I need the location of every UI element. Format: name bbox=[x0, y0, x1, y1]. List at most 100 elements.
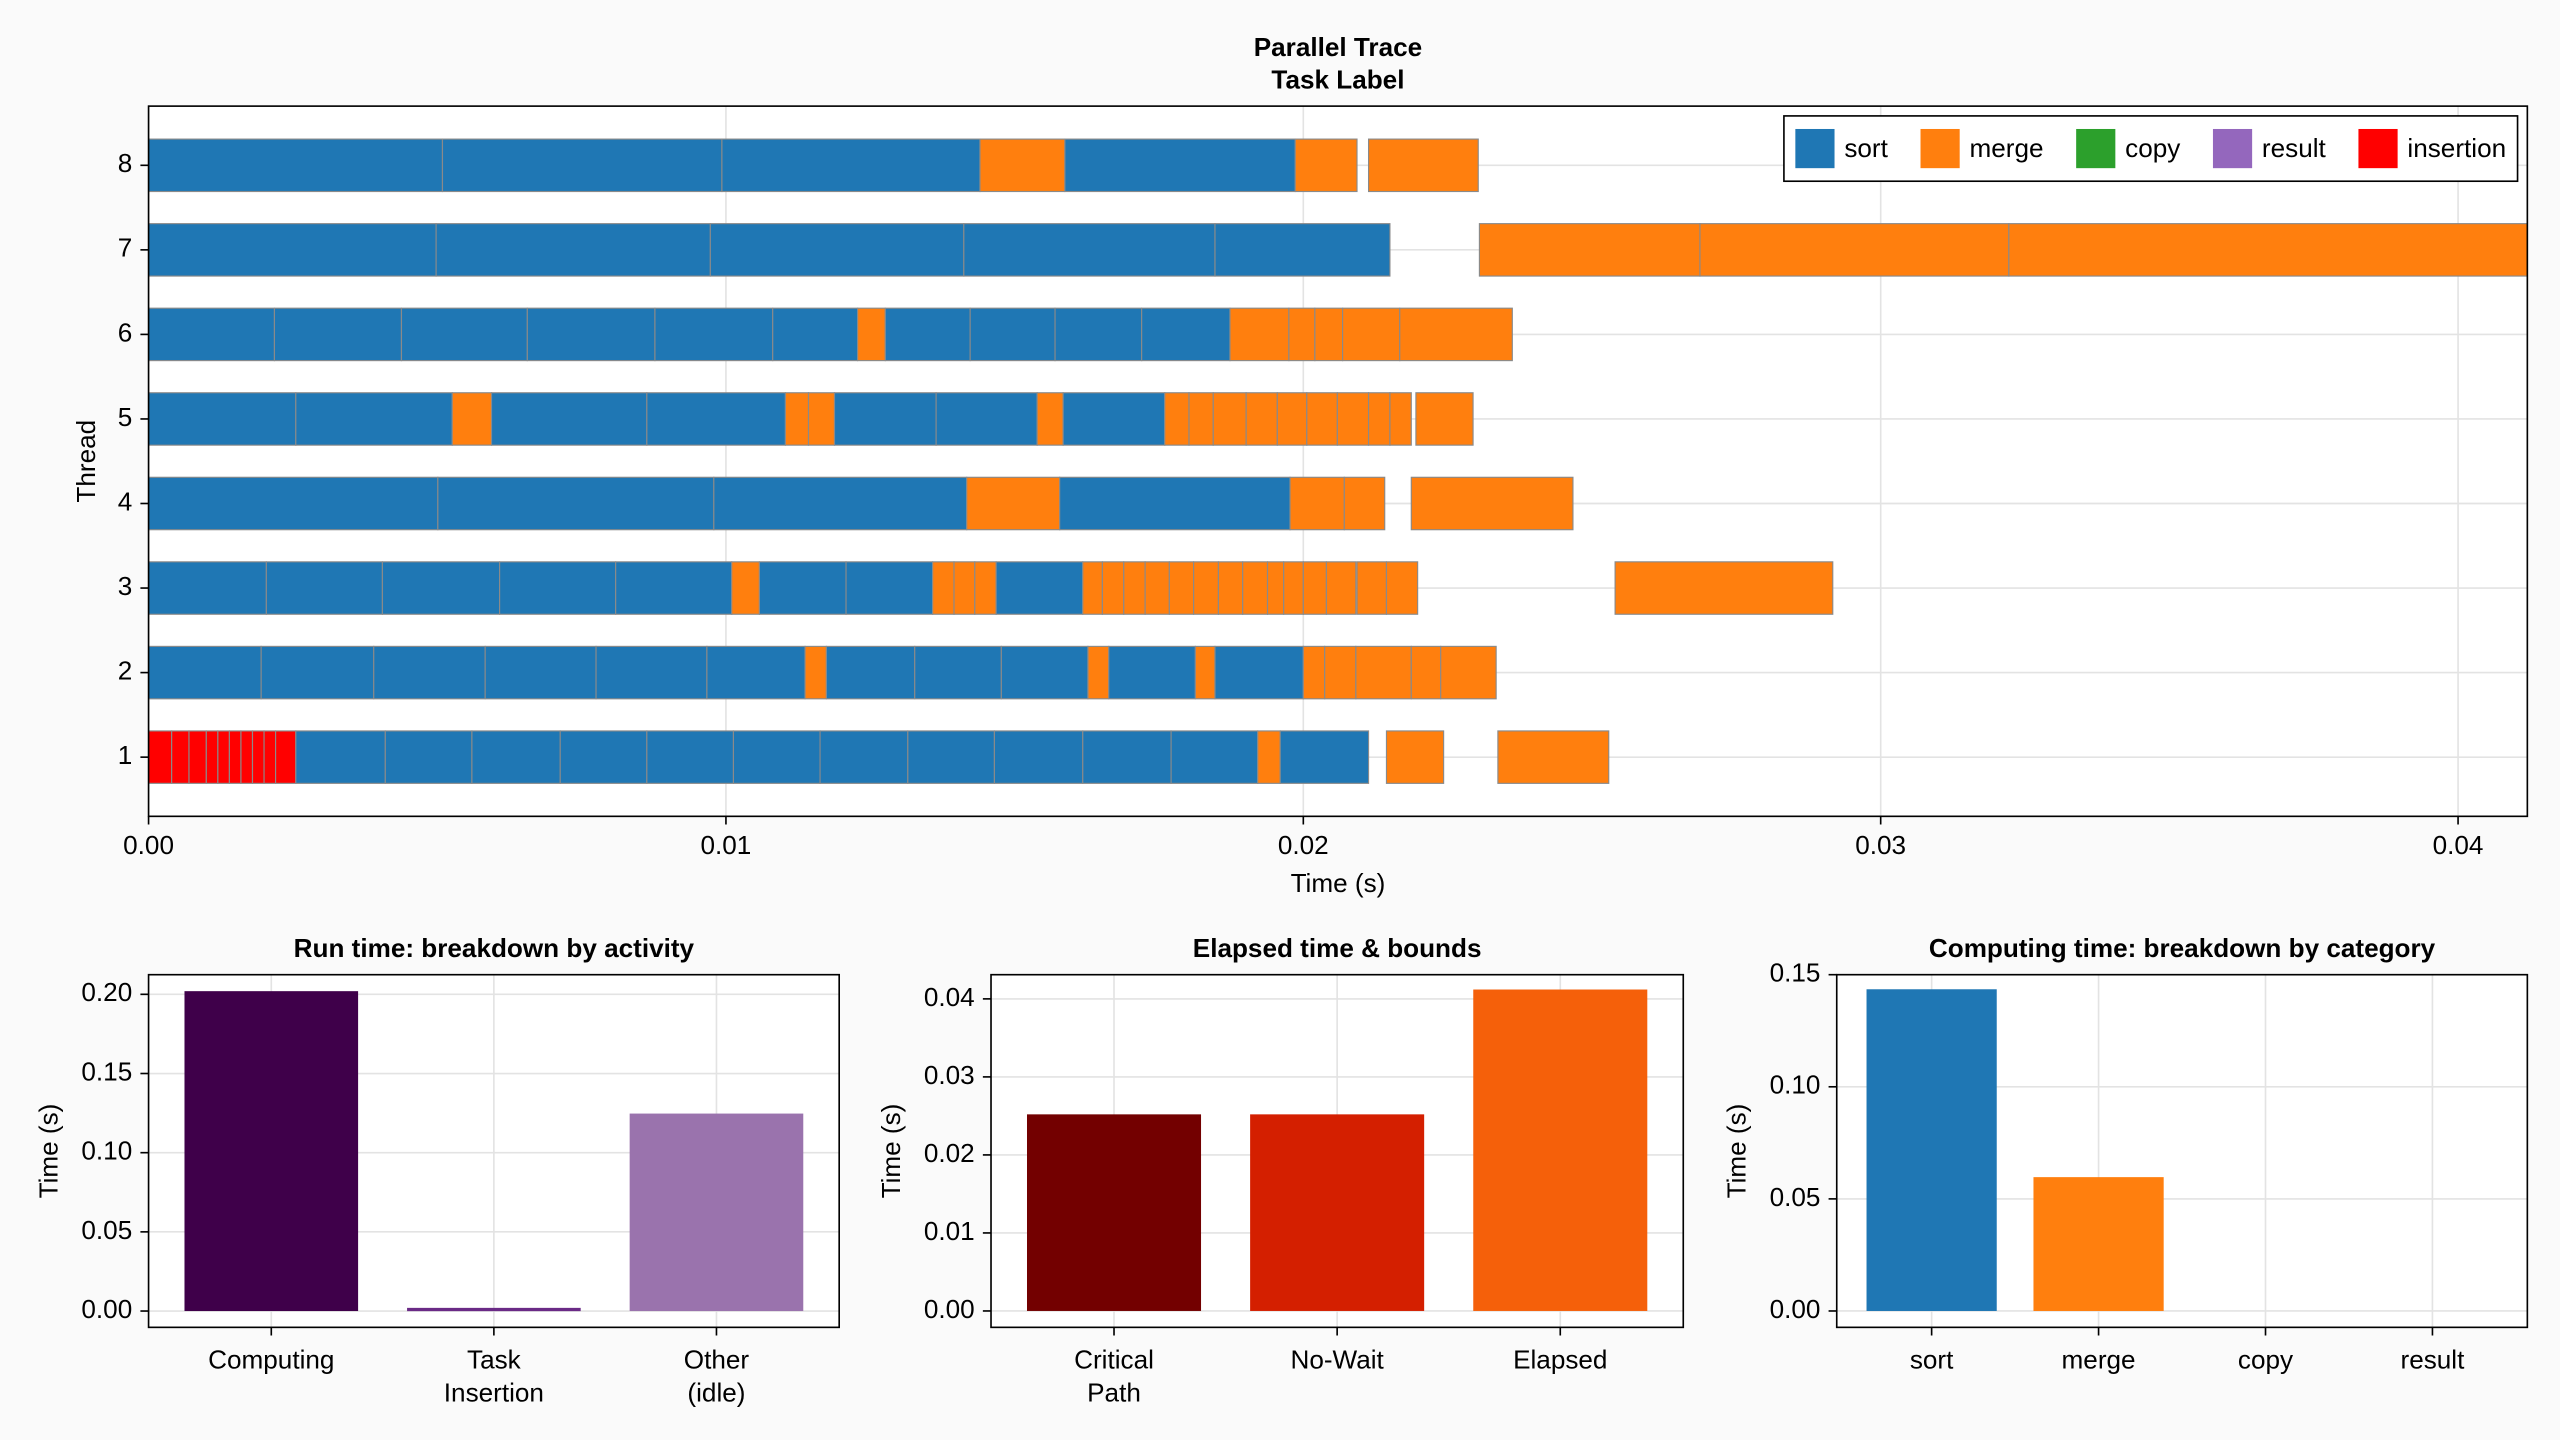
legend-label: copy bbox=[2125, 133, 2180, 163]
y-tick-label: 0.05 bbox=[1770, 1182, 1821, 1212]
task-bar bbox=[1059, 476, 1291, 531]
task-bar bbox=[295, 392, 453, 446]
task-bar bbox=[1062, 392, 1166, 446]
task-bar bbox=[1217, 561, 1244, 615]
y-tick-label: 7 bbox=[118, 233, 133, 263]
task-bar bbox=[646, 730, 735, 784]
task-bar bbox=[437, 476, 715, 531]
task-bars bbox=[148, 138, 2528, 784]
task-bar bbox=[1082, 561, 1103, 615]
x-tick-label: 0.04 bbox=[2433, 830, 2484, 860]
task-bar bbox=[1410, 476, 1574, 531]
task-bar bbox=[1355, 645, 1412, 700]
task-bar bbox=[995, 561, 1084, 615]
y-tick-label: 5 bbox=[118, 402, 133, 432]
task-bar bbox=[1000, 645, 1089, 700]
legend-swatch bbox=[2076, 128, 2116, 169]
y-tick-label: 0.20 bbox=[81, 977, 132, 1007]
task-bar bbox=[713, 476, 968, 531]
legend-swatch bbox=[2358, 128, 2398, 169]
task-bar bbox=[441, 138, 723, 193]
x-tick-label: Critical Path bbox=[1074, 1345, 1154, 1408]
task-bar bbox=[857, 307, 886, 362]
x-tick-label: 0.02 bbox=[1278, 830, 1329, 860]
task-bar bbox=[275, 730, 297, 784]
y-tick-label: 2 bbox=[118, 656, 133, 686]
bar bbox=[184, 991, 359, 1312]
axes-frame bbox=[147, 105, 2529, 818]
task-bar bbox=[709, 223, 965, 277]
x-tick-label: 0.00 bbox=[123, 830, 174, 860]
task-bar bbox=[969, 307, 1056, 362]
task-bar bbox=[526, 307, 656, 362]
x-tick-label: copy bbox=[2238, 1345, 2293, 1375]
task-bar bbox=[263, 730, 277, 784]
chart-subtitle: Task Label bbox=[1271, 65, 1404, 95]
x-tick-label: Task Insertion bbox=[444, 1345, 544, 1408]
task-bar bbox=[1289, 476, 1345, 531]
bar bbox=[407, 1307, 581, 1312]
task-bar bbox=[148, 307, 276, 362]
task-bar bbox=[1343, 476, 1386, 531]
task-bar bbox=[490, 392, 648, 446]
y-tick-label: 0.00 bbox=[924, 1294, 975, 1324]
x-tick-label: merge bbox=[2062, 1345, 2136, 1375]
task-bar bbox=[1314, 307, 1344, 362]
task-bar bbox=[295, 730, 386, 784]
x-tick-label: Other (idle) bbox=[684, 1345, 750, 1408]
task-bar bbox=[1144, 561, 1170, 615]
bar bbox=[1866, 989, 1997, 1311]
x-tick-label: Elapsed bbox=[1513, 1345, 1607, 1375]
task-bar bbox=[265, 561, 383, 615]
legend-swatch bbox=[1795, 128, 1835, 169]
bar bbox=[629, 1113, 804, 1312]
x-tick-label: Computing bbox=[208, 1345, 334, 1375]
legend: sort merge copy result insertion bbox=[1783, 115, 2519, 183]
task-bar bbox=[1283, 561, 1304, 615]
axes-frame bbox=[147, 973, 840, 1329]
axes-frame bbox=[990, 973, 1685, 1329]
task-bar bbox=[1082, 730, 1172, 784]
task-bar bbox=[1324, 645, 1357, 700]
task-bar bbox=[1367, 392, 1391, 446]
task-bar bbox=[772, 307, 859, 362]
task-bar bbox=[963, 223, 1216, 277]
task-bar bbox=[1279, 730, 1370, 784]
task-bar bbox=[1306, 392, 1338, 446]
task-bar bbox=[1164, 392, 1190, 446]
task-bar bbox=[1415, 392, 1474, 446]
task-bar bbox=[381, 561, 501, 615]
task-bar bbox=[935, 392, 1038, 446]
task-bar bbox=[148, 138, 444, 193]
task-bar bbox=[884, 307, 971, 362]
legend-label: result bbox=[2262, 133, 2327, 163]
y-tick-label: 1 bbox=[118, 740, 133, 770]
y-tick-label: 0.15 bbox=[1770, 958, 1821, 988]
task-bar bbox=[148, 223, 437, 277]
task-bar bbox=[758, 561, 847, 615]
task-bar bbox=[1188, 392, 1214, 446]
task-bar bbox=[1440, 645, 1497, 700]
task-bar bbox=[1087, 645, 1110, 700]
x-tick-label: result bbox=[2401, 1345, 2466, 1375]
task-bar bbox=[1699, 223, 2010, 277]
task-bar bbox=[1385, 561, 1419, 615]
task-bar bbox=[171, 730, 190, 784]
axes-frame bbox=[1835, 973, 2529, 1329]
bar bbox=[1473, 989, 1648, 1311]
bar bbox=[1250, 1114, 1425, 1311]
y-tick-label: 0.10 bbox=[1770, 1070, 1821, 1100]
task-bar bbox=[148, 476, 439, 531]
task-bar bbox=[1385, 730, 1445, 784]
task-bar bbox=[240, 730, 254, 784]
y-tick-label: 0.02 bbox=[924, 1138, 975, 1168]
task-bar bbox=[451, 392, 493, 446]
task-bar bbox=[784, 392, 810, 446]
task-bar bbox=[373, 645, 486, 700]
x-tick-label: No-Wait bbox=[1290, 1345, 1384, 1375]
task-bar bbox=[228, 730, 242, 784]
y-tick-label: 4 bbox=[118, 486, 133, 516]
y-tick-label: 0.00 bbox=[81, 1294, 132, 1324]
